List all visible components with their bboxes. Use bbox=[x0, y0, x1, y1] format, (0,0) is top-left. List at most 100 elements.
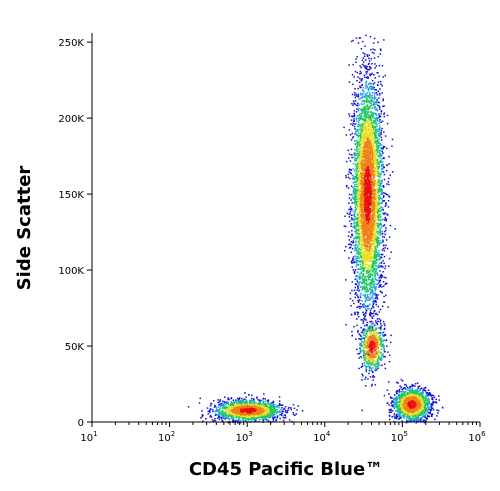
scatter-point bbox=[230, 404, 233, 406]
scatter-point bbox=[364, 223, 367, 225]
scatter-point bbox=[367, 157, 369, 160]
scatter-point bbox=[248, 410, 251, 413]
scatter-point bbox=[377, 209, 379, 211]
scatter-point bbox=[379, 156, 381, 159]
scatter-point bbox=[362, 313, 365, 316]
scatter-point bbox=[361, 252, 364, 255]
scatter-point bbox=[370, 245, 372, 247]
scatter-point bbox=[345, 134, 348, 136]
scatter-point bbox=[374, 246, 377, 248]
scatter-point bbox=[260, 410, 262, 413]
scatter-point bbox=[378, 120, 381, 122]
scatter-point bbox=[381, 92, 383, 94]
scatter-point bbox=[371, 112, 373, 114]
scatter-point bbox=[351, 209, 353, 211]
scatter-point bbox=[370, 140, 372, 142]
scatter-point bbox=[265, 407, 268, 409]
scatter-point bbox=[258, 404, 260, 406]
scatter-point bbox=[372, 197, 375, 200]
scatter-point bbox=[358, 121, 360, 124]
scatter-point bbox=[376, 238, 378, 240]
scatter-point bbox=[375, 223, 378, 225]
scatter-point bbox=[356, 120, 358, 122]
scatter-point bbox=[356, 195, 358, 197]
scatter-point bbox=[360, 96, 363, 99]
scatter-point bbox=[275, 409, 277, 411]
scatter-point bbox=[362, 52, 364, 54]
scatter-point bbox=[367, 162, 369, 165]
scatter-point bbox=[367, 275, 370, 277]
scatter-point bbox=[243, 420, 245, 422]
scatter-point bbox=[369, 99, 371, 102]
scatter-point bbox=[360, 257, 363, 259]
scatter-point bbox=[365, 160, 367, 162]
scatter-point bbox=[358, 107, 360, 110]
scatter-point bbox=[361, 191, 363, 194]
scatter-point bbox=[385, 193, 388, 196]
scatter-point bbox=[240, 405, 242, 408]
scatter-point bbox=[368, 122, 370, 125]
scatter-point bbox=[347, 235, 350, 237]
scatter-point bbox=[367, 204, 370, 206]
scatter-point bbox=[349, 292, 352, 294]
scatter-point bbox=[372, 146, 375, 149]
scatter-point bbox=[355, 205, 357, 207]
scatter-point bbox=[233, 418, 235, 420]
scatter-point bbox=[365, 149, 367, 151]
scatter-point bbox=[362, 294, 364, 296]
scatter-point bbox=[368, 152, 371, 155]
scatter-point bbox=[379, 239, 381, 242]
scatter-point bbox=[388, 196, 391, 198]
scatter-point bbox=[394, 228, 396, 230]
scatter-point bbox=[381, 185, 383, 188]
scatter-point bbox=[366, 280, 368, 283]
scatter-point bbox=[360, 132, 362, 135]
scatter-point bbox=[376, 184, 378, 186]
scatter-point bbox=[366, 92, 368, 94]
scatter-point bbox=[268, 415, 271, 418]
scatter-point bbox=[353, 201, 356, 204]
scatter-point bbox=[354, 218, 356, 220]
scatter-point bbox=[361, 243, 364, 246]
scatter-point bbox=[348, 64, 350, 66]
scatter-point bbox=[357, 329, 359, 332]
scatter-point bbox=[377, 231, 380, 233]
scatter-point bbox=[365, 87, 367, 89]
scatter-point bbox=[350, 207, 353, 210]
scatter-point bbox=[354, 183, 356, 186]
scatter-point bbox=[236, 409, 238, 412]
scatter-point bbox=[256, 405, 258, 408]
scatter-point bbox=[242, 399, 244, 401]
scatter-point bbox=[366, 297, 368, 299]
scatter-point bbox=[365, 108, 367, 111]
scatter-point bbox=[199, 397, 201, 400]
scatter-point bbox=[233, 402, 235, 405]
scatter-point bbox=[387, 206, 390, 208]
scatter-point bbox=[364, 294, 366, 297]
scatter-point bbox=[348, 157, 350, 159]
scatter-point bbox=[353, 200, 356, 203]
scatter-point bbox=[225, 407, 227, 409]
scatter-point bbox=[356, 80, 358, 82]
scatter-point bbox=[252, 412, 254, 414]
scatter-point bbox=[377, 168, 380, 170]
scatter-point bbox=[352, 100, 355, 102]
scatter-point bbox=[362, 269, 365, 271]
scatter-point bbox=[290, 407, 292, 409]
scatter-point bbox=[257, 398, 259, 401]
scatter-point bbox=[349, 210, 352, 213]
scatter-point bbox=[229, 409, 232, 411]
scatter-point bbox=[361, 172, 364, 174]
scatter-point bbox=[355, 95, 358, 97]
scatter-point bbox=[378, 282, 380, 284]
scatter-point bbox=[375, 216, 377, 218]
scatter-point bbox=[360, 196, 362, 198]
scatter-point bbox=[360, 86, 362, 89]
scatter-point bbox=[359, 160, 362, 163]
scatter-point bbox=[365, 261, 367, 264]
scatter-point bbox=[377, 209, 380, 211]
scatter-point bbox=[279, 404, 281, 406]
scatter-point bbox=[372, 128, 375, 130]
scatter-point bbox=[364, 113, 367, 116]
scatter-point bbox=[367, 122, 369, 125]
